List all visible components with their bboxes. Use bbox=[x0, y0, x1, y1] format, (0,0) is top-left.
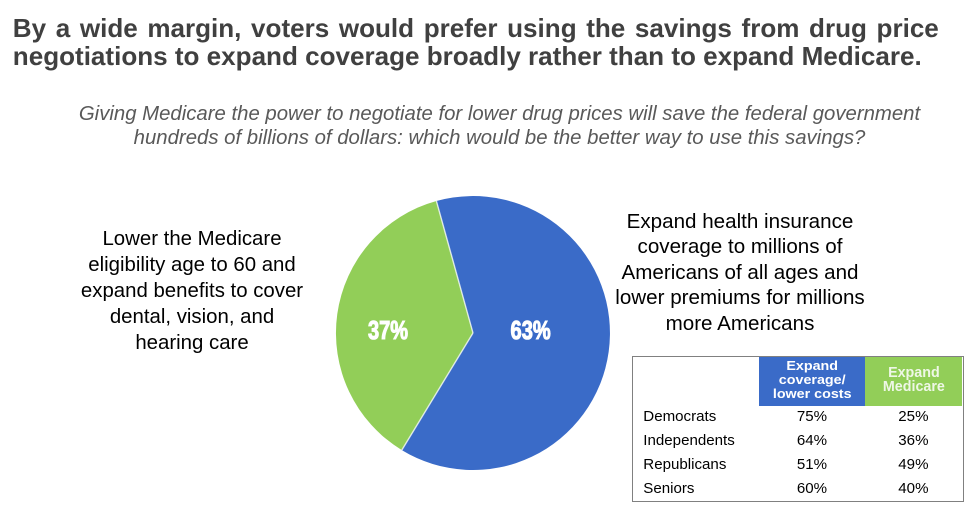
svg-text:63%: 63% bbox=[511, 315, 551, 344]
svg-text:37%: 37% bbox=[368, 315, 408, 344]
